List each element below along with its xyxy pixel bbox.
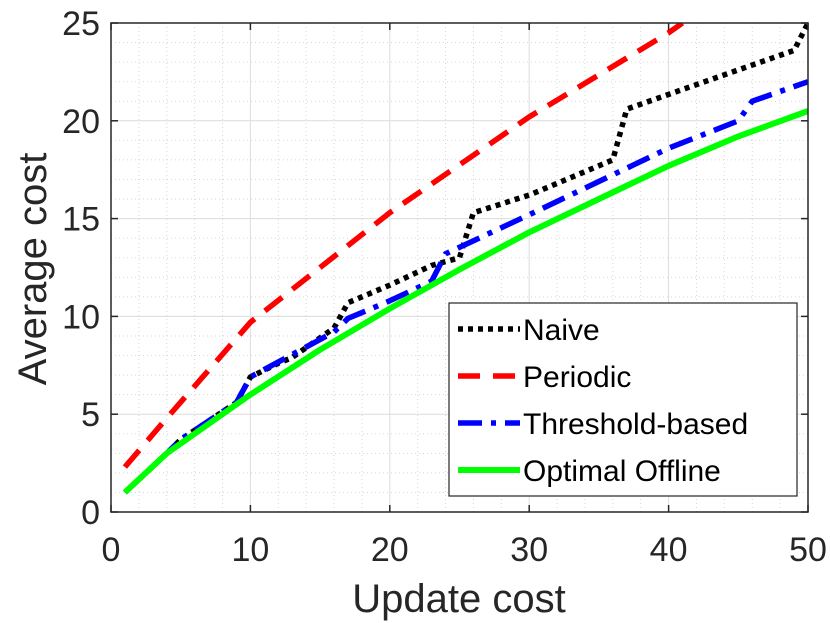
x-tick-label: 30: [510, 531, 548, 569]
x-tick-label: 0: [102, 531, 121, 569]
x-tick-label: 10: [231, 531, 269, 569]
legend-label: Periodic: [523, 361, 631, 394]
tick-marks: [110, 22, 809, 513]
y-tick-label: 15: [62, 201, 100, 239]
x-tick-label: 50: [789, 531, 827, 569]
y-tick-labels: 0 5 10 15 20 25: [62, 5, 100, 532]
x-axis-title: Update cost: [352, 577, 565, 621]
y-tick-label: 10: [62, 298, 100, 336]
x-tick-label: 40: [650, 531, 688, 569]
legend-label: Naive: [523, 314, 600, 347]
legend-label: Optimal Offline: [523, 455, 721, 488]
legend-label: Threshold-based: [523, 408, 748, 441]
x-tick-labels: 0 10 20 30 40 50: [102, 531, 827, 569]
y-tick-label: 5: [81, 396, 100, 434]
y-tick-label: 25: [62, 5, 100, 43]
legend-box: [448, 302, 798, 497]
y-axis-title: Average cost: [11, 153, 55, 386]
y-tick-label: 0: [81, 494, 100, 532]
series-layer: [122, 23, 808, 495]
y-tick-label: 20: [62, 103, 100, 141]
series-line-optimal-offline: [122, 108, 808, 495]
series-line-periodic: [122, 23, 685, 469]
plot-frame: [110, 22, 809, 513]
legend: Naive Periodic Threshold-based Optimal Offl…: [448, 302, 798, 497]
x-tick-label: 20: [371, 531, 409, 569]
